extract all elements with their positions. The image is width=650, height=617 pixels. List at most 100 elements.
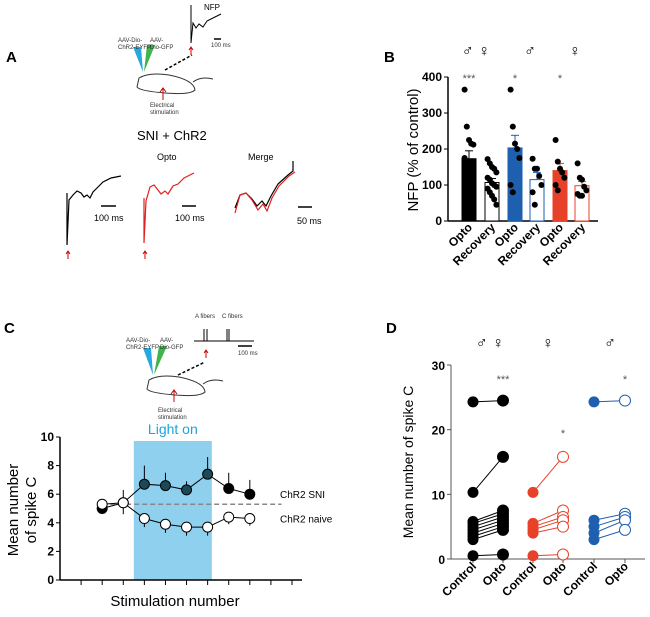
x-axis-label: Stimulation number	[110, 593, 239, 610]
control-stim-arrow-icon	[65, 250, 71, 259]
data-point	[554, 187, 561, 194]
control-point	[467, 396, 479, 408]
panel-label-d: D	[386, 320, 397, 337]
data-point	[202, 468, 214, 480]
data-point	[531, 201, 538, 208]
data-point	[244, 488, 256, 500]
control-point	[527, 550, 539, 562]
data-point	[493, 169, 500, 176]
virus-label-2: AAV-	[150, 38, 163, 44]
data-point	[181, 484, 193, 496]
data-point	[561, 174, 568, 181]
data-point	[552, 182, 559, 188]
data-point	[514, 146, 521, 152]
data-point	[583, 187, 590, 194]
nfp-label: NFP	[204, 3, 220, 12]
data-point	[509, 123, 516, 130]
data-point	[138, 513, 150, 525]
y-tick-label: 30	[432, 359, 446, 373]
c-fibers-label: C fibers	[222, 314, 243, 320]
virus-label-2b: Dio-GFP	[150, 45, 173, 51]
control-point	[467, 534, 479, 546]
legend-label: ChR2 naive	[280, 515, 333, 526]
data-point	[461, 86, 468, 93]
sex-symbol: ♂ ♀	[462, 43, 490, 60]
data-point	[470, 141, 477, 148]
data-point	[554, 158, 561, 165]
data-point	[223, 482, 235, 494]
y-tick-label: 400	[422, 70, 442, 84]
data-point	[202, 521, 214, 533]
sex-symbol: ♀	[542, 335, 554, 352]
opto-trace	[143, 172, 195, 244]
opto-trace-label: Opto	[157, 152, 177, 162]
stim-arrow-icon	[159, 87, 167, 100]
stim-label-b: stimulation	[150, 110, 179, 116]
virus-label-1: AAV-Dio-	[118, 38, 142, 44]
data-point	[493, 183, 500, 190]
data-point	[159, 518, 171, 530]
data-point	[223, 511, 235, 523]
fiber-scale-label: 100 ms	[238, 351, 258, 357]
data-point	[559, 169, 566, 176]
y-axis-label-2: of spike C	[23, 476, 40, 543]
data-point	[159, 480, 171, 492]
data-point	[181, 521, 193, 533]
control-point	[588, 534, 600, 546]
control-trace	[66, 175, 122, 246]
data-point	[493, 201, 500, 208]
opto-point	[497, 394, 509, 407]
y-tick-label: 8	[47, 459, 54, 473]
recording-link	[177, 361, 206, 376]
y-tick-label: 300	[422, 106, 442, 120]
opto-point	[557, 548, 569, 561]
virus-label-2b: Dio-GFP	[160, 345, 183, 351]
stim-label-b: stimulation	[158, 415, 187, 421]
data-point	[536, 173, 543, 179]
sex-symbol: ♂	[524, 43, 536, 60]
merge-trace-opto	[234, 171, 296, 214]
sex-symbol: ♂ ♀	[476, 335, 504, 352]
sex-symbol: ♂	[604, 335, 616, 352]
y-tick-label: 2	[47, 544, 54, 558]
control-point	[527, 486, 539, 498]
pipette-green-icon	[144, 45, 155, 72]
significance-label: *	[558, 73, 563, 85]
data-point	[138, 478, 150, 490]
scale-label-3: 50 ms	[297, 216, 322, 226]
data-point	[244, 513, 256, 525]
y-tick-label: 0	[438, 553, 445, 567]
fiber-stim-arrow-icon	[203, 349, 209, 358]
significance-label: *	[513, 73, 518, 85]
y-tick-label: 6	[47, 487, 54, 501]
opto-point	[619, 523, 631, 536]
y-tick-label: 10	[432, 488, 446, 502]
x-tick-label: Control	[439, 559, 479, 599]
y-tick-label: 20	[432, 424, 446, 438]
pipette-green-icon	[154, 346, 167, 375]
y-axis-label: Mean number	[5, 464, 22, 557]
data-point	[579, 176, 585, 183]
panel-label-a: A	[6, 49, 17, 66]
virus-label-2: AAV-	[160, 338, 173, 344]
recording-link	[164, 54, 193, 71]
merge-trace-control	[234, 161, 294, 209]
data-point	[579, 192, 585, 199]
x-tick-label: Opto	[601, 559, 631, 589]
mouse-schematic-c: AAV-Dio- ChR2-EYFP AAV- Dio-GFP Electric…	[126, 314, 258, 421]
sex-symbol: ♀	[569, 43, 581, 60]
y-tick-label: 4	[47, 516, 54, 530]
data-point	[516, 155, 523, 161]
stim-label: Electrical	[158, 408, 182, 414]
x-tick-label: Control	[560, 559, 600, 599]
opto-point	[497, 523, 509, 536]
pipette-blue-icon	[143, 348, 153, 375]
chart-c: Light on 0 2 4 6 8 10 Mean number of spike C Stim…	[5, 421, 333, 610]
significance-label: *	[623, 374, 628, 386]
data-point	[468, 174, 475, 181]
y-tick-label: 100	[422, 178, 442, 192]
data-point	[470, 165, 477, 172]
y-tick-label: 200	[422, 142, 442, 156]
